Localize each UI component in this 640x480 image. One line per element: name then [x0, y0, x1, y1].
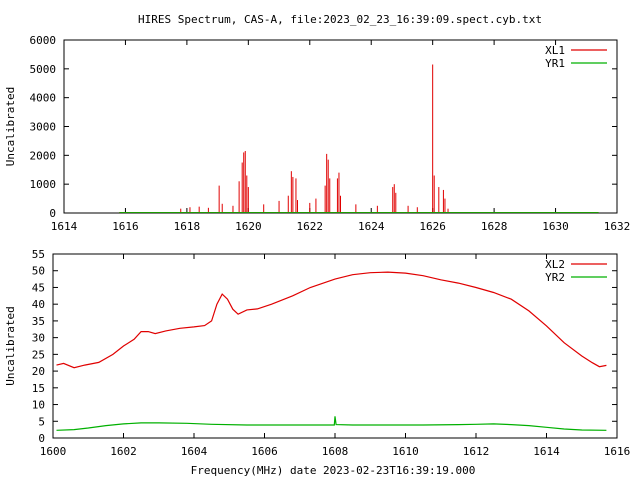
- y-tick-label: 2000: [30, 149, 57, 162]
- x-tick-label: 1630: [542, 220, 569, 233]
- x-tick-label: 1624: [358, 220, 385, 233]
- y-tick-label: 6000: [30, 34, 57, 47]
- y-tick-label: 55: [32, 248, 45, 261]
- y-tick-label: 5000: [30, 63, 57, 76]
- x-tick-label: 1616: [604, 445, 631, 458]
- x-tick-label: 1616: [112, 220, 139, 233]
- y-tick-label: 4000: [30, 92, 57, 105]
- plot-area: [119, 64, 599, 213]
- x-tick-label: 1606: [251, 445, 278, 458]
- y-tick-label: 0: [49, 207, 56, 220]
- x-tick-label: 1632: [604, 220, 631, 233]
- x-tick-label: 1600: [40, 445, 67, 458]
- figure-title: HIRES Spectrum, CAS-A, file:2023_02_23_1…: [138, 13, 542, 26]
- x-tick-label: 1612: [463, 445, 490, 458]
- legend-label-xl2: XL2: [545, 258, 565, 271]
- y-tick-label: 10: [32, 399, 45, 412]
- plot-frame: [63, 39, 618, 214]
- y-tick-label: 3000: [30, 121, 57, 134]
- y-tick-label: 25: [32, 348, 45, 361]
- x-axis-label: Frequency(MHz) date 2023-02-23T16:39:19.…: [191, 464, 476, 477]
- legend-label-xl1: XL1: [545, 44, 565, 57]
- y-tick-label: 30: [32, 332, 45, 345]
- legend-label-yr1: YR1: [545, 57, 565, 70]
- y-tick-label: 0: [38, 432, 45, 445]
- plot-frame: [52, 253, 618, 439]
- x-tick-label: 1628: [481, 220, 508, 233]
- x-tick-label: 1614: [533, 445, 560, 458]
- top-spectrum-panel: 1614 1616 1618 1620 1622 1624 1626 1628 1630 1632…: [4, 34, 630, 233]
- x-tick-label: 1614: [51, 220, 78, 233]
- y-tick-label: 1000: [30, 178, 57, 191]
- y-tick-label: 5: [38, 415, 45, 428]
- x-tick-label: 1626: [419, 220, 446, 233]
- y-tick-label: 35: [32, 315, 45, 328]
- series-line-yr2: [56, 416, 607, 431]
- bottom-spectrum-panel: 1600 1602 1604 1606 1608 1610 1612 1614 1616 0 5 10…: [4, 248, 630, 458]
- y-tick-label: 15: [32, 382, 45, 395]
- x-tick-label: 1620: [235, 220, 262, 233]
- x-tick-label: 1608: [322, 445, 349, 458]
- series-line-xl2: [56, 271, 607, 369]
- plot-area: [56, 271, 607, 431]
- x-tick-label: 1602: [110, 445, 137, 458]
- x-tick-label: 1622: [297, 220, 324, 233]
- y-axis-label: Uncalibrated: [4, 306, 17, 385]
- y-tick-label: 50: [32, 265, 45, 278]
- x-tick-label: 1618: [174, 220, 201, 233]
- y-axis-label: Uncalibrated: [4, 87, 17, 166]
- x-tick-label: 1604: [181, 445, 208, 458]
- y-tick-label: 20: [32, 365, 45, 378]
- y-tick-label: 40: [32, 298, 45, 311]
- x-tick-label: 1610: [392, 445, 419, 458]
- legend-label-yr2: YR2: [545, 271, 565, 284]
- y-tick-label: 45: [32, 281, 45, 294]
